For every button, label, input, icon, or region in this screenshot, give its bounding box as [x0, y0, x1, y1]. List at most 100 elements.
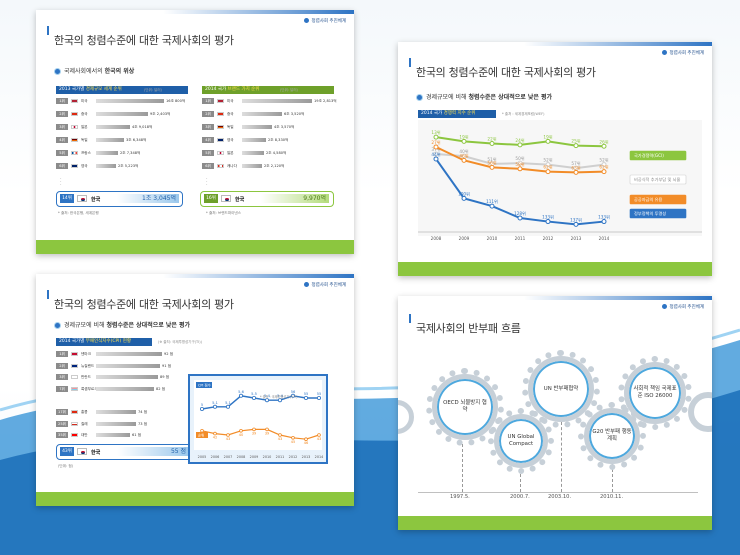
legend-label: 국가경쟁력(GCI) — [634, 152, 664, 159]
data-label: 5.6 — [238, 390, 244, 394]
data-label: 5.1 — [212, 401, 218, 405]
legend-label: 순위 — [198, 433, 204, 438]
rank-label: 6위 — [56, 163, 68, 169]
flag-icon — [71, 363, 78, 368]
top-accent — [523, 296, 712, 300]
rank-row: 6위 캐나다 2조 2,120억 — [202, 163, 337, 169]
x-tick-label: 2013 — [571, 236, 582, 241]
flag-icon — [71, 352, 78, 356]
x-tick-label: 2010 — [263, 455, 272, 459]
data-point — [545, 219, 551, 225]
slide-title: 한국의 청렴수준에 대한 국제사회의 평가 — [47, 26, 234, 47]
data-point — [226, 433, 230, 437]
source-note: * 출처 : 세계경제포럼(WEF) — [502, 112, 545, 116]
value-bar — [96, 112, 148, 116]
flag-icon — [71, 99, 78, 103]
chart-header: 2014 국가 경쟁력 지수 순위 — [418, 110, 496, 118]
data-point — [601, 219, 607, 225]
data-label: 62위 — [599, 164, 608, 171]
rank-row: 2위 뉴질랜드 91 점 — [56, 362, 186, 369]
x-tick-label: 2009 — [250, 455, 259, 459]
rank-row: 3위 독일 4조 3,570억 — [202, 124, 337, 130]
logo: 청렴사회 추진체계 — [662, 50, 704, 57]
data-point — [489, 140, 495, 146]
slide-anticorruption[interactable]: 청렴사회 추진체계 국제사회의 반부패 흐름 OECD 뇌물방지 협약 UN G… — [398, 296, 712, 530]
rank-row: 5위 프랑스 2조 7,348억 — [56, 150, 191, 156]
slide-competitiveness[interactable]: 청렴사회 추진체계 한국의 청렴수준에 대한 국제사회의 평가 경제규모에 비해… — [398, 42, 712, 276]
rank-row: 6위 영국 2조 5,223억 — [56, 163, 191, 169]
slide-economy-rank[interactable]: 청렴사회 추진체계 한국의 청렴수준에 대한 국제사회의 평가 국제사회에서의 … — [36, 10, 354, 254]
value-label: 74 점 — [138, 410, 148, 414]
logo: 청렴사회 추진체계 — [662, 304, 704, 311]
country-name: 영국 — [81, 164, 88, 168]
ellipsis: ··· — [60, 176, 62, 188]
legend-label: 공공자금의 유용 — [634, 196, 662, 203]
gear-g20: G20 반부패 행동계획 — [578, 402, 646, 470]
data-label: 111위 — [486, 198, 498, 205]
value-bar — [96, 151, 118, 155]
x-tick-label: 2012 — [543, 236, 554, 241]
data-point — [239, 428, 243, 433]
rank-label: 2위 — [56, 111, 68, 117]
value-label: 6조 3,520억 — [284, 112, 305, 116]
korea-flag-icon — [77, 195, 87, 202]
flag-icon — [71, 421, 78, 426]
data-point — [601, 143, 607, 149]
data-label: 55 — [317, 392, 322, 396]
data-point — [461, 138, 467, 144]
timeline-date: 1997.5. — [450, 494, 470, 500]
country-name: 중국 — [227, 112, 234, 116]
data-point — [573, 221, 579, 227]
data-point — [517, 142, 523, 148]
data-point — [278, 433, 282, 437]
data-label: 40위 — [459, 148, 468, 155]
x-tick-label: 2014 — [599, 236, 610, 241]
top-accent — [523, 42, 712, 46]
value-label: 19조 2,813억 — [314, 99, 337, 103]
x-tick-label: 2011 — [515, 236, 526, 241]
footer-bar — [36, 240, 354, 254]
data-label: 40 — [239, 433, 244, 437]
data-point — [433, 144, 439, 150]
x-tick-label: 2011 — [276, 455, 285, 459]
data-label: 63위 — [571, 164, 580, 171]
timeline-line — [418, 492, 698, 493]
rank-label: 17위 — [56, 409, 68, 415]
value-bar — [242, 112, 282, 116]
flag-icon — [71, 164, 78, 168]
legend-label: 비공식적 추가부담 및 뇌물 — [634, 176, 681, 183]
data-point — [433, 151, 439, 157]
value-bar — [96, 433, 130, 437]
value-bar — [96, 138, 124, 142]
legend-box — [629, 208, 687, 219]
data-point — [433, 156, 439, 162]
x-tick-label: 2010 — [487, 236, 498, 241]
value-label: 61 점 — [132, 433, 142, 437]
rank-row: 4위 독일 3조 6,348억 — [56, 137, 191, 143]
x-tick-label: 2014 — [315, 455, 324, 459]
data-point — [304, 395, 309, 400]
value-label: 2조 8,330억 — [268, 138, 289, 142]
value-label: 73 점 — [138, 421, 148, 426]
slide-cpi[interactable]: 청렴사회 추진체계 한국의 청렴수준에 대한 국제사회의 평가 경제규모에 비해… — [36, 274, 354, 506]
rank-list-left: 1위 미국 16조 800억 2위 중국 9조 2,403억 3위 일본 4조 9,018억 4위… — [56, 98, 191, 188]
rank-label: 3위 — [56, 124, 68, 130]
data-point — [265, 398, 270, 403]
data-point — [545, 169, 551, 175]
rank-label: 1위 — [56, 98, 68, 104]
data-label: 25위 — [571, 138, 580, 145]
data-label: 19위 — [543, 133, 552, 140]
footer-bar — [398, 262, 712, 276]
unit-note: (단위: 달러) — [280, 88, 298, 92]
value-bar — [96, 363, 160, 368]
rank-label: 1위 — [202, 98, 214, 104]
footer-bar — [36, 492, 354, 506]
data-label: 128위 — [514, 210, 526, 217]
data-point — [573, 169, 579, 175]
data-point — [517, 166, 523, 172]
korea-flag-icon — [77, 448, 87, 455]
country-name: 미국 — [227, 99, 234, 103]
rank-row: 4위 영국 2조 8,330억 — [202, 137, 337, 143]
country-name: 칠레 — [81, 421, 88, 426]
rank-label: 5위 — [56, 150, 68, 156]
